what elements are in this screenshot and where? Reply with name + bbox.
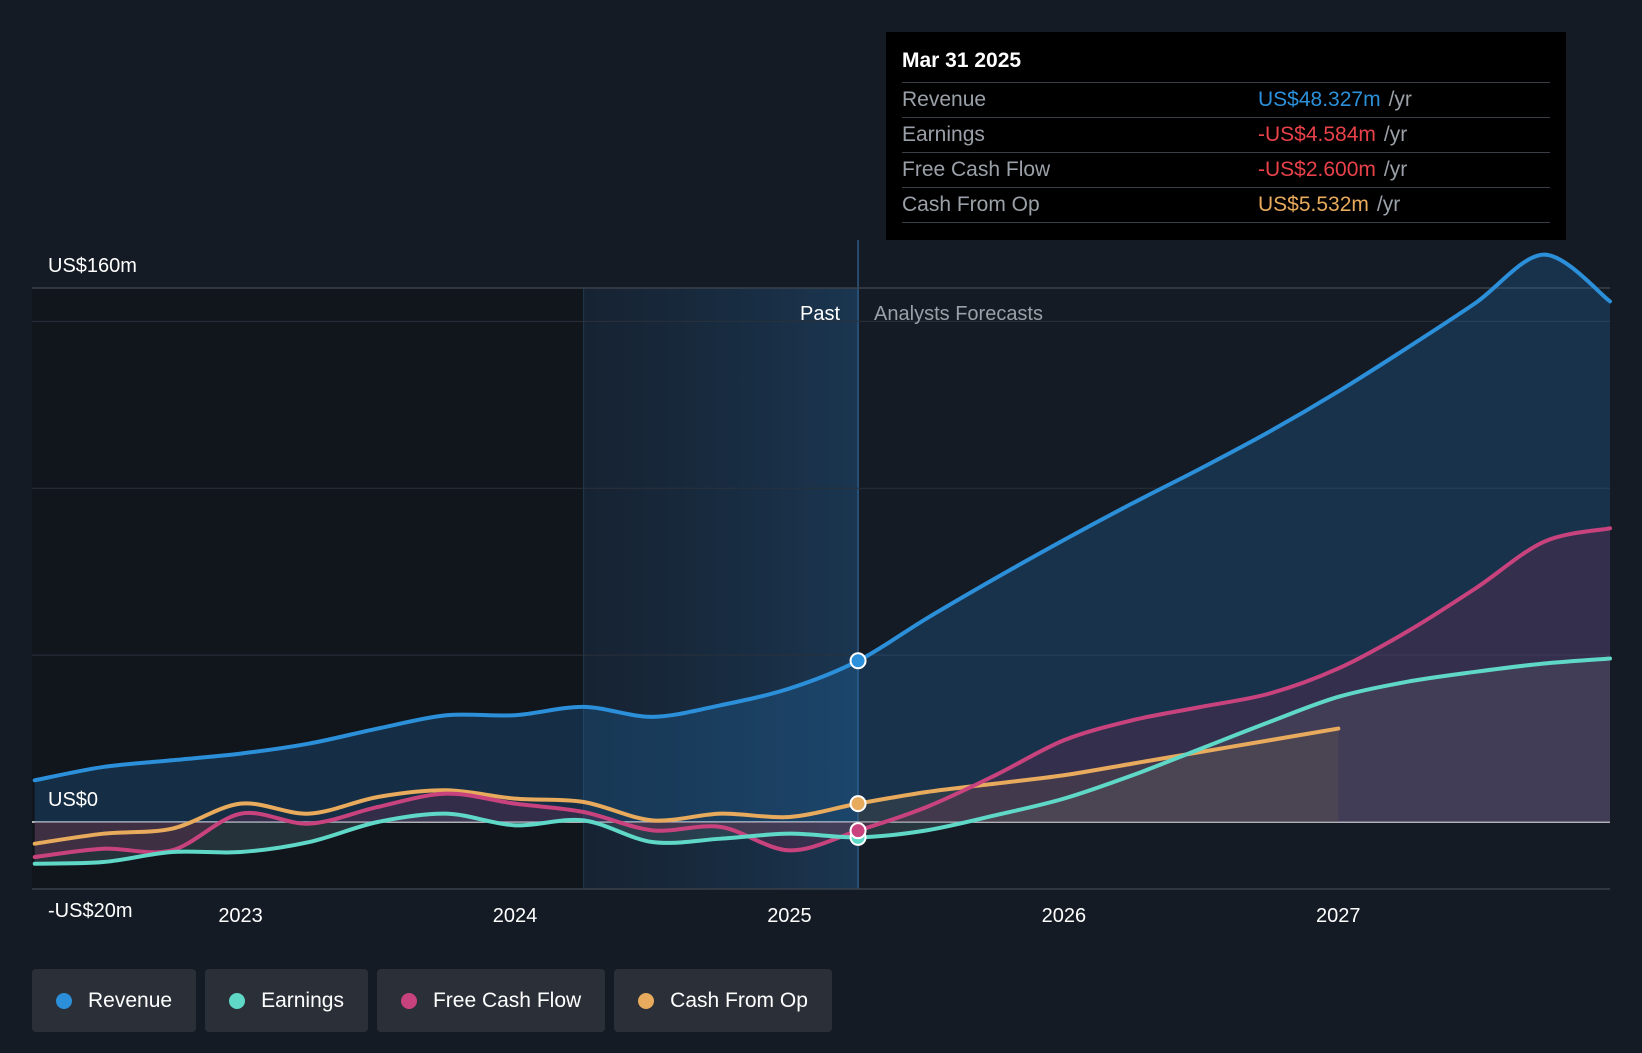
legend-dot-icon (56, 992, 72, 1009)
highlight-region (583, 288, 859, 889)
tooltip: Mar 31 2025 Revenue US$48.327m /yr Earni… (886, 32, 1566, 240)
series-line-revenue (32, 252, 1612, 783)
y-axis-label: -US$20m (48, 900, 132, 922)
tooltip-unit: /yr (1388, 88, 1412, 111)
legend-label: Cash From Op (670, 988, 808, 1012)
tooltip-value: US$5.532m (1258, 193, 1369, 216)
legend: Revenue Earnings Free Cash Flow Cash Fro… (32, 969, 832, 1032)
series-line-earnings (32, 656, 1612, 866)
series-marker-free-cash-flow (849, 822, 867, 840)
y-axis-label: US$160m (48, 255, 137, 277)
series-line-cash-from-op (32, 726, 1341, 846)
legend-item-revenue[interactable]: Revenue (32, 969, 197, 1032)
legend-label: Revenue (88, 988, 173, 1012)
series-area-earnings (34, 658, 1610, 864)
series-marker-cash-from-op (849, 795, 867, 813)
tooltip-value: -US$2.600m (1258, 158, 1376, 181)
legend-dot-icon (400, 992, 417, 1009)
x-axis-tick-label: 2024 (493, 905, 538, 927)
forecast-label: Analysts Forecasts (874, 303, 1043, 325)
legend-dot-icon (638, 992, 655, 1009)
legend-item-cash-from-op[interactable]: Cash From Op (614, 969, 832, 1032)
legend-label: Free Cash Flow (432, 988, 582, 1012)
legend-item-earnings[interactable]: Earnings (205, 969, 368, 1032)
legend-item-free-cash-flow[interactable]: Free Cash Flow (376, 969, 606, 1032)
tooltip-value: US$48.327m (1258, 88, 1381, 111)
past-region (32, 288, 584, 889)
series-area-free-cash-flow (34, 528, 1610, 858)
series-area-cash-from-op (858, 728, 1339, 822)
y-axis-label: US$0 (48, 789, 98, 811)
tooltip-unit: /yr (1383, 158, 1408, 181)
tooltip-value: -US$4.584m (1258, 123, 1376, 146)
x-axis-tick-label: 2025 (767, 905, 812, 927)
tooltip-label: Cash From Op (902, 193, 1040, 216)
tooltip-unit: /yr (1376, 193, 1401, 216)
tooltip-row-earnings: Earnings -US$4.584m /yr (902, 117, 1550, 152)
x-axis-tick-label: 2027 (1316, 905, 1361, 927)
series-area-revenue (34, 254, 1610, 822)
legend-dot-icon (229, 992, 246, 1009)
tooltip-label: Revenue (902, 88, 987, 111)
tooltip-row-revenue: Revenue US$48.327m /yr (902, 82, 1550, 117)
tooltip-label: Free Cash Flow (902, 158, 1051, 181)
x-axis-tick-label: 2026 (1042, 905, 1087, 927)
series-marker-revenue (849, 652, 867, 670)
tooltip-date: Mar 31 2025 (902, 49, 1022, 72)
series-line-free-cash-flow (32, 526, 1612, 860)
tooltip-row-free-cash-flow: Free Cash Flow -US$2.600m /yr (902, 152, 1550, 187)
past-label: Past (800, 303, 840, 325)
x-axis-tick-label: 2023 (218, 905, 263, 927)
legend-label: Earnings (261, 988, 344, 1012)
tooltip-row-cash-from-op: Cash From Op US$5.532m /yr (902, 187, 1550, 223)
tooltip-unit: /yr (1383, 123, 1408, 146)
tooltip-label: Earnings (902, 123, 985, 146)
